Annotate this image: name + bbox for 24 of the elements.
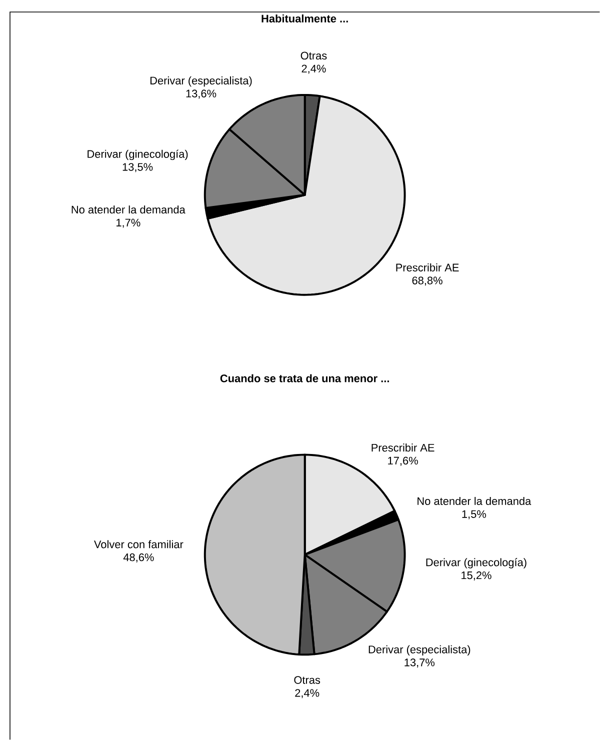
slice-label: Derivar (especialista) [150, 76, 252, 87]
data-label: 68,8% [412, 276, 442, 286]
slice-label: Prescribir AE [396, 263, 459, 272]
data-label: 13,5% [122, 163, 153, 172]
chart-title: Cuando se trata de una menor ... [220, 374, 389, 382]
data-label: 1,7% [116, 218, 140, 228]
slice-label: No atender la demanda [72, 205, 186, 214]
data-label: 1,5% [462, 510, 486, 520]
data-label: 48,6% [123, 553, 154, 562]
data-label: 17,6% [388, 456, 418, 466]
data-label: 2,4% [295, 689, 320, 698]
data-label: 13,7% [404, 658, 434, 668]
slice-label: Derivar (ginecología) [426, 558, 526, 568]
data-label: 15,2% [461, 571, 492, 580]
data-label: 13,6% [186, 90, 216, 99]
slice-label: Prescribir AE [372, 444, 434, 452]
slice-label: Derivar (ginecología) [88, 150, 188, 160]
slice-label: No atender la demanda [418, 496, 532, 506]
chart-title: Habitualmente ... [262, 14, 348, 22]
slice-label: Otras [300, 52, 327, 60]
slice-label: Derivar (especialista) [368, 645, 470, 656]
slice-label: Otras [294, 676, 320, 684]
data-label: 2,4% [302, 64, 326, 74]
slice-label: Volver con familiar [94, 540, 184, 548]
